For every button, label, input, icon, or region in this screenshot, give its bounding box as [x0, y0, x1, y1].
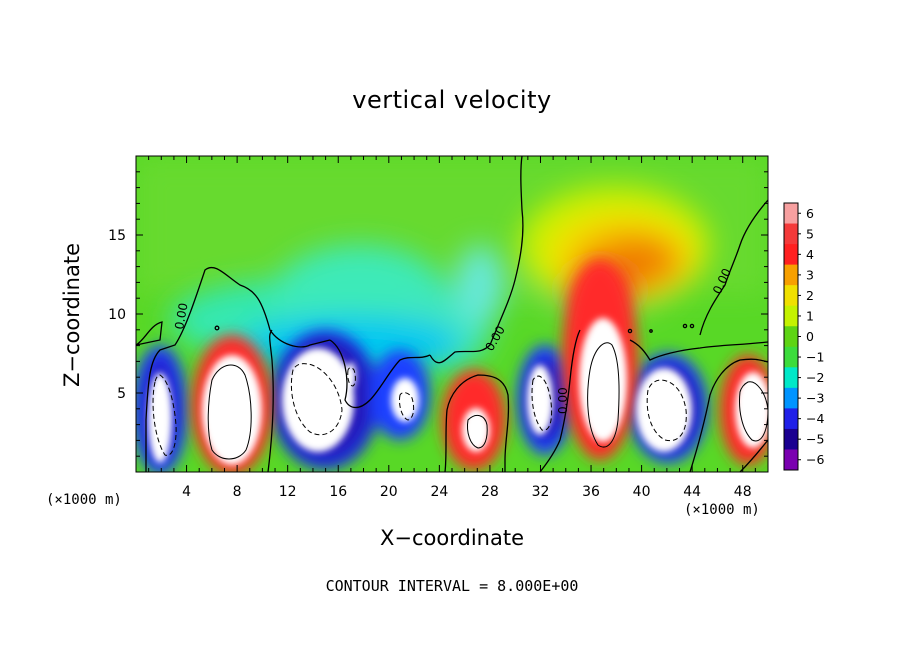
colorbar-swatch — [784, 264, 798, 286]
y-axis-label: Z−coordinate — [60, 243, 84, 387]
colorbar-label: 1 — [806, 308, 814, 323]
negative-contours — [152, 363, 687, 456]
colorbar-swatch — [784, 387, 798, 409]
x-tick-label: 36 — [582, 484, 600, 500]
contour-label-3: 0.00 — [556, 387, 570, 414]
colorbar-swatch — [784, 326, 798, 348]
colorbar-label: 2 — [806, 288, 814, 303]
colorbar-swatch — [784, 305, 798, 327]
colorbar-swatch — [784, 223, 798, 245]
x-tick-label: 48 — [734, 484, 752, 500]
y-tick-label: 5 — [117, 386, 126, 402]
colorbar-swatch — [784, 367, 798, 389]
x-tick-label: 28 — [481, 484, 499, 500]
core-contours — [207, 342, 768, 460]
x-tick-label: 4 — [182, 484, 191, 500]
chart-title: vertical velocity — [352, 86, 552, 114]
x-tick-label: 32 — [532, 484, 550, 500]
x-tick-label: 44 — [683, 484, 701, 500]
colorbar-label: 4 — [806, 247, 814, 262]
colorbar-label: −2 — [806, 370, 824, 385]
x-axis-label: X−coordinate — [0, 526, 904, 550]
colorbar-swatch — [784, 244, 798, 266]
colorbar-swatch — [784, 346, 798, 368]
x-tick-label: 40 — [633, 484, 651, 500]
colorbar-label: −1 — [806, 350, 824, 365]
colorbar-swatch — [784, 408, 798, 430]
x-tick-label: 20 — [380, 484, 398, 500]
zero-contours — [136, 156, 768, 472]
x-tick-label: 8 — [233, 484, 242, 500]
colorbar-label: 3 — [806, 267, 814, 282]
colorbar-label: −4 — [806, 411, 824, 426]
colorbar-swatch — [784, 285, 798, 307]
x-tick-label: 24 — [430, 484, 448, 500]
x-tick-label: 12 — [279, 484, 297, 500]
colorbar-label: 5 — [806, 226, 814, 241]
colorbar-label: 6 — [806, 206, 814, 221]
colorbar-swatch — [784, 203, 798, 225]
x-unit-label-left: (×1000 m) — [46, 492, 122, 508]
contour-interval-note: CONTOUR INTERVAL = 8.000E+00 — [325, 577, 579, 595]
y-tick-label: 15 — [108, 228, 126, 244]
colorbar-label: −3 — [806, 391, 824, 406]
colorbar-label: −5 — [806, 432, 824, 447]
x-unit-label-right: (×1000 m) — [684, 502, 760, 518]
colorbar-label: 0 — [806, 329, 814, 344]
y-tick-label: 10 — [108, 307, 126, 323]
colorbar-swatch — [784, 428, 798, 450]
colorbar-label: −6 — [806, 452, 824, 467]
colorbar: 6 5 4 3 2 1 0 −1 −2 −3 −4 −5 −6 — [783, 202, 824, 471]
x-tick-label: 16 — [329, 484, 347, 500]
plot-field: 0.00 0.00 0.00 0.00 — [136, 156, 768, 472]
contour-label-1: 0.00 — [172, 302, 190, 331]
colorbar-swatch — [784, 449, 798, 471]
x-axis-label-text: X−coordinate — [380, 526, 524, 550]
x-axis-ticks: 4 8 12 16 20 24 28 32 36 40 44 48 — [148, 156, 756, 500]
y-axis-ticks: 5 10 15 — [108, 171, 768, 457]
